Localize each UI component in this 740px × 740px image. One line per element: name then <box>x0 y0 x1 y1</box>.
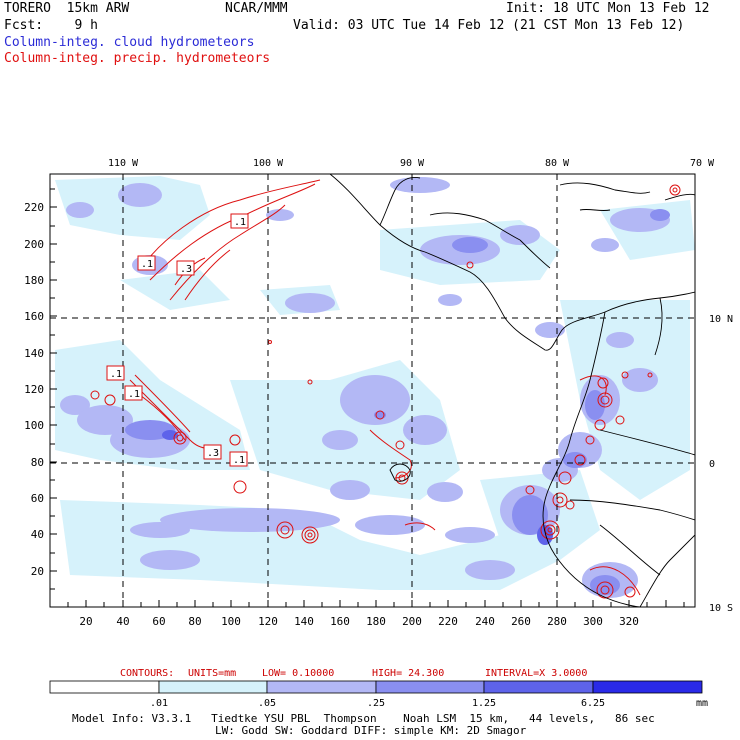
colorbar-level: .25 <box>367 698 385 709</box>
lon-label: 80 W <box>545 158 570 169</box>
contour-label: .1 <box>137 255 156 271</box>
colorbar-level: 6.25 <box>581 698 605 709</box>
cloud-shading <box>55 176 695 598</box>
svg-text:.1: .1 <box>128 389 140 400</box>
svg-text:.1: .1 <box>110 369 122 380</box>
contours-label: CONTOURS: <box>120 668 174 679</box>
svg-text:.1: .1 <box>141 259 153 270</box>
colorbar-swatch <box>266 680 377 694</box>
contour-label: .3 <box>203 444 222 460</box>
colorbar-unit: mm <box>696 698 708 709</box>
field-cloud-label: Column-integ. cloud hydrometeors <box>4 35 255 50</box>
model-info-line1: Model Info: V3.3.1 Tiedtke YSU PBL Thomp… <box>72 712 655 725</box>
colorbar-level: .01 <box>150 698 168 709</box>
map-frame <box>49 173 696 608</box>
coastlines <box>329 174 695 607</box>
x-tick-label: 180 <box>366 615 386 628</box>
y-tick-label: 60 <box>31 492 44 505</box>
x-axis: 20 40 60 80 100 120 140 160 180 200 220 … <box>67 600 685 628</box>
colorbar-swatch <box>592 680 703 694</box>
y-tick-label: 120 <box>24 383 44 396</box>
forecast-hour: Fcst: 9 h <box>4 18 98 33</box>
latlon-grid <box>50 174 695 607</box>
lon-label: 70 W <box>690 158 715 169</box>
model-title: TORERO 15km ARW <box>4 1 130 16</box>
y-tick-label: 40 <box>31 528 44 541</box>
y-tick-label: 20 <box>31 565 44 578</box>
contour-label: .1 <box>229 451 248 467</box>
lon-label: 100 W <box>253 158 284 169</box>
x-tick-label: 300 <box>583 615 603 628</box>
colorbar-level: 1.25 <box>472 698 496 709</box>
contour-info: CONTOURS: UNITS=mm LOW= 0.10000 HIGH= 24… <box>120 668 587 679</box>
colorbar-swatch <box>375 680 485 694</box>
y-tick-label: 160 <box>24 310 44 323</box>
lon-label: 90 W <box>400 158 425 169</box>
field-precip-label: Column-integ. precip. hydrometeors <box>4 51 271 66</box>
colorbar-swatch <box>49 680 160 694</box>
lon-label: 110 W <box>108 158 139 169</box>
x-tick-label: 100 <box>221 615 241 628</box>
x-tick-label: 200 <box>402 615 422 628</box>
x-tick-label: 60 <box>152 615 165 628</box>
x-tick-label: 20 <box>79 615 92 628</box>
model-info-line2: LW: Godd SW: Goddard DIFF: simple KM: 2D… <box>215 724 527 737</box>
high-label: HIGH= 24.300 <box>372 668 444 679</box>
colorbar-swatch <box>158 680 268 694</box>
contour-label: .1 <box>106 365 125 381</box>
contour-label-boxes: .1 .1 .3 .1 .1 .1 .3 .1 <box>106 213 249 467</box>
org-label: NCAR/MMM <box>225 1 288 16</box>
y-tick-label: 140 <box>24 347 44 360</box>
lat-label: 0 <box>709 459 715 470</box>
contour-label: .1 <box>230 213 249 229</box>
colorbar: .01 .05 .25 1.25 6.25 mm <box>49 680 708 709</box>
svg-text:.1: .1 <box>233 455 245 466</box>
svg-text:.3: .3 <box>180 264 192 275</box>
x-tick-label: 160 <box>330 615 350 628</box>
lat-label: 10 N <box>709 314 733 325</box>
x-tick-label: 280 <box>547 615 567 628</box>
units-label: UNITS=mm <box>188 668 236 679</box>
precip-contours <box>90 179 681 599</box>
colorbar-level: .05 <box>258 698 276 709</box>
y-tick-label: 200 <box>24 238 44 251</box>
y-tick-label: 180 <box>24 274 44 287</box>
y-axis: 20 40 60 80 100 120 140 160 180 200 220 <box>24 188 57 590</box>
interval-label: INTERVAL=X 3.0000 <box>485 668 587 679</box>
valid-time: Valid: 03 UTC Tue 14 Feb 12 (21 CST Mon … <box>293 18 685 33</box>
init-time: Init: 18 UTC Mon 13 Feb 12 <box>506 1 710 16</box>
svg-text:.1: .1 <box>234 217 246 228</box>
y-tick-label: 100 <box>24 419 44 432</box>
x-tick-label: 80 <box>188 615 201 628</box>
colorbar-swatch <box>483 680 594 694</box>
contour-label: .1 <box>124 385 143 401</box>
svg-text:.3: .3 <box>207 448 219 459</box>
y-tick-label: 80 <box>31 456 44 469</box>
lon-labels: 110 W 100 W 90 W 80 W 70 W <box>108 158 715 169</box>
lat-labels: 10 N 0 10 S <box>709 314 733 614</box>
x-tick-label: 140 <box>294 615 314 628</box>
x-tick-label: 240 <box>475 615 495 628</box>
lat-label: 10 S <box>709 603 733 614</box>
x-tick-label: 40 <box>116 615 129 628</box>
x-tick-label: 120 <box>258 615 278 628</box>
x-tick-label: 260 <box>511 615 531 628</box>
y-tick-label: 220 <box>24 201 44 214</box>
x-tick-label: 220 <box>438 615 458 628</box>
x-tick-label: 320 <box>619 615 639 628</box>
contour-label: .3 <box>176 260 195 276</box>
low-label: LOW= 0.10000 <box>262 668 334 679</box>
